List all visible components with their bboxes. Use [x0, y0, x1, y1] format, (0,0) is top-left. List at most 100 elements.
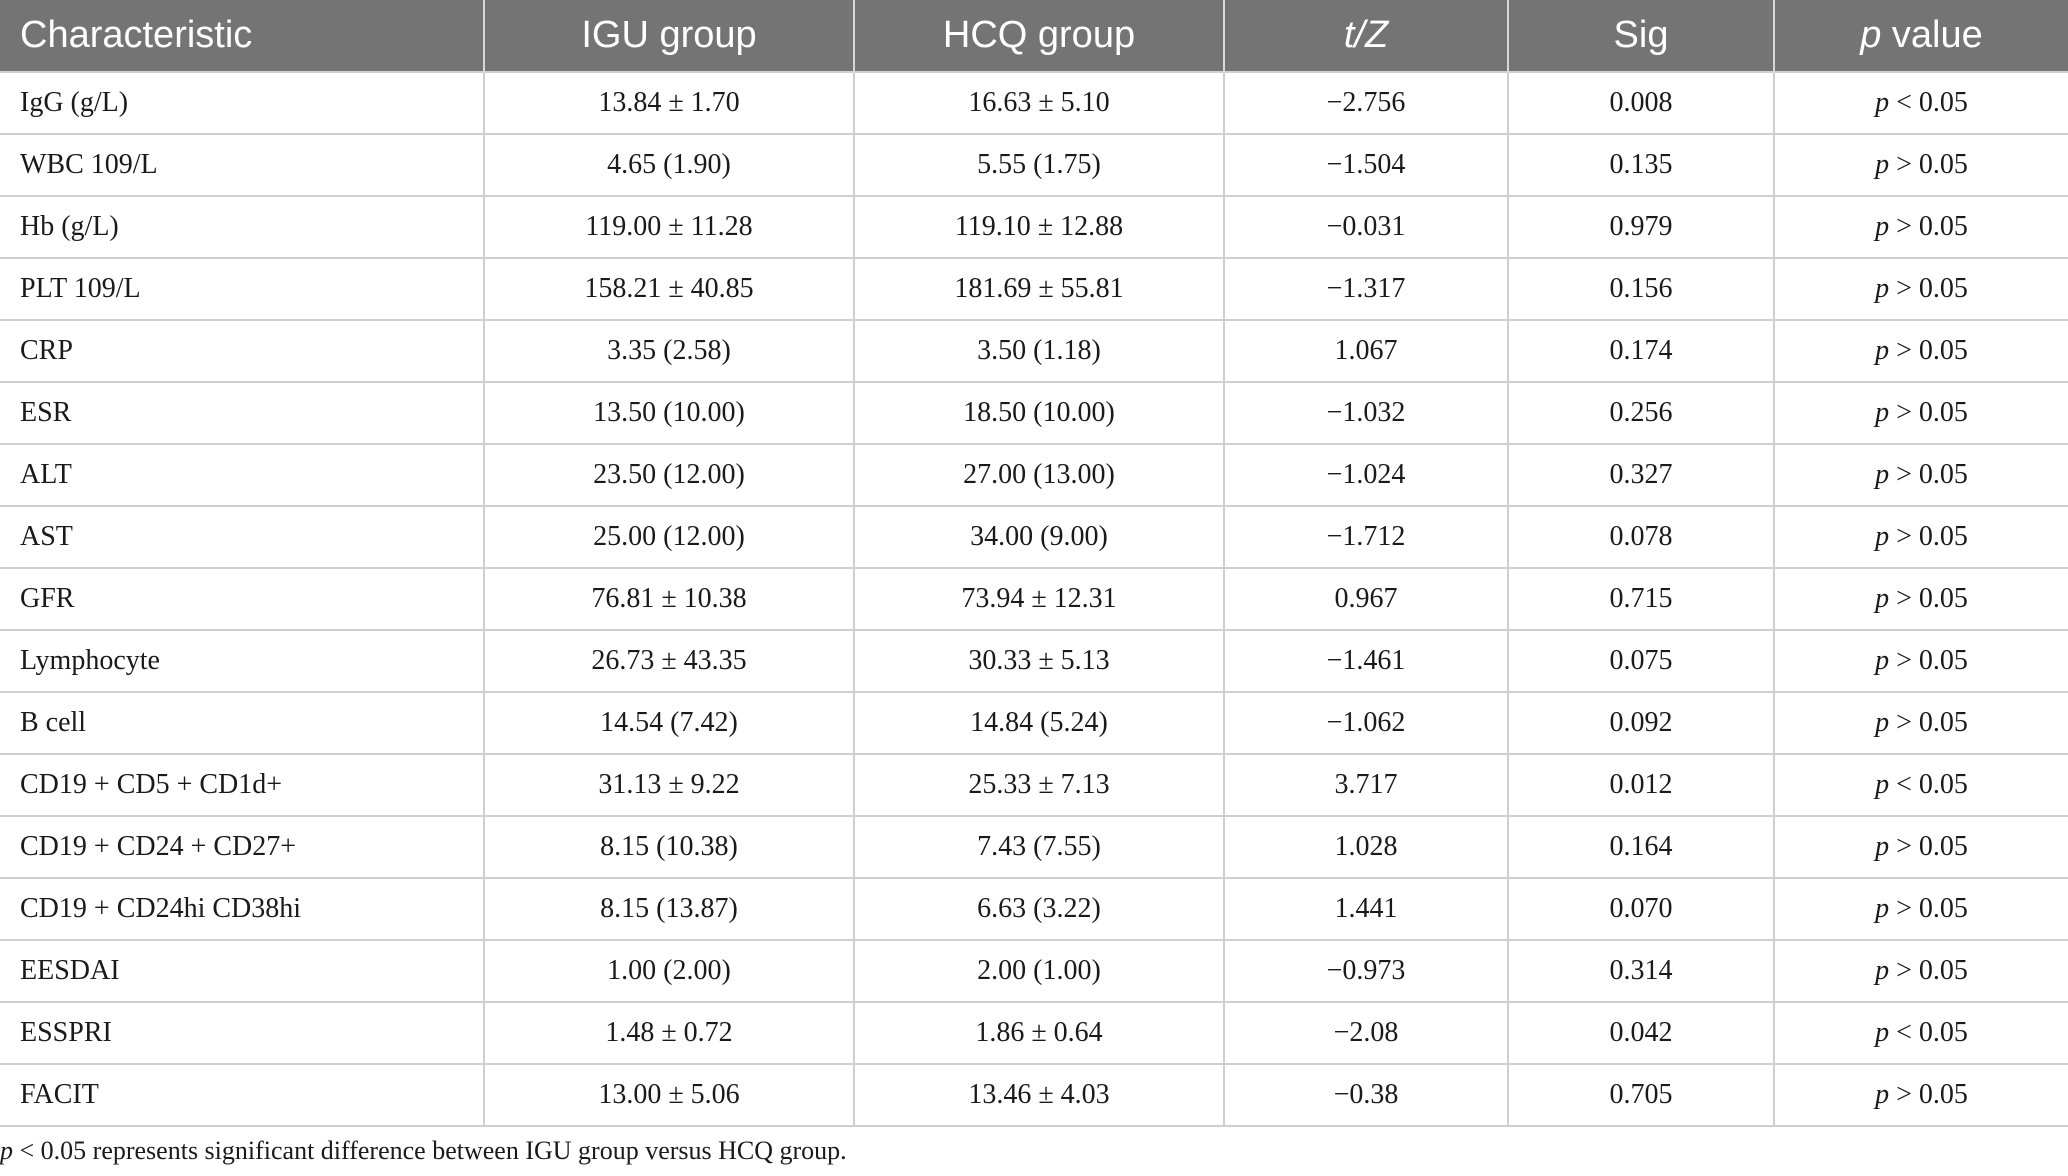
cell-characteristic: ESSPRI: [0, 1001, 485, 1064]
table-row: IgG (g/L) 13.84 ± 1.70 16.63 ± 5.10 −2.756 0…: [0, 71, 2068, 134]
cell-sig: 0.715: [1508, 567, 1775, 630]
p-rest: > 0.05: [1889, 1079, 1968, 1110]
header-p-rest: value: [1881, 14, 1983, 56]
cell-igu-group: 26.73 ± 43.35: [484, 629, 855, 692]
header-sig: Sig: [1508, 0, 1775, 72]
p-rest: > 0.05: [1889, 955, 1968, 986]
table-footnote: p < 0.05 represents significant differen…: [0, 1136, 847, 1166]
footnote-p-var: p: [0, 1136, 13, 1165]
p-rest: > 0.05: [1889, 273, 1968, 304]
cell-characteristic: CD19 + CD24hi CD38hi: [0, 877, 485, 940]
cell-igu-group: 13.84 ± 1.70: [484, 71, 855, 134]
cell-t-z: −2.756: [1224, 71, 1509, 134]
p-rest: > 0.05: [1889, 335, 1968, 366]
cell-hcq-group: 2.00 (1.00): [854, 939, 1225, 1002]
cell-p-value: p > 0.05: [1774, 505, 2068, 568]
p-rest: < 0.05: [1889, 769, 1968, 800]
header-igu-group: IGU group: [484, 0, 855, 72]
cell-t-z: 0.967: [1224, 567, 1509, 630]
cell-characteristic: Lymphocyte: [0, 629, 485, 692]
footnote-text: < 0.05 represents significant difference…: [13, 1136, 847, 1165]
p-var: p: [1875, 211, 1890, 242]
p-var: p: [1875, 397, 1890, 428]
p-var: p: [1875, 955, 1890, 986]
table-row: CRP 3.35 (2.58) 3.50 (1.18) 1.067 0.174 p > 0…: [0, 319, 2068, 382]
cell-hcq-group: 34.00 (9.00): [854, 505, 1225, 568]
cell-characteristic: WBC 109/L: [0, 133, 485, 196]
cell-igu-group: 14.54 (7.42): [484, 691, 855, 754]
cell-p-value: p > 0.05: [1774, 319, 2068, 382]
cell-characteristic: FACIT: [0, 1063, 485, 1127]
cell-igu-group: 8.15 (10.38): [484, 815, 855, 878]
p-var: p: [1875, 645, 1890, 676]
header-t-z-label: t/Z: [1343, 14, 1389, 56]
cell-characteristic: CRP: [0, 319, 485, 382]
cell-sig: 0.075: [1508, 629, 1775, 692]
p-var: p: [1875, 459, 1890, 490]
cell-p-value: p > 0.05: [1774, 195, 2068, 258]
cell-sig: 0.078: [1508, 505, 1775, 568]
p-rest: > 0.05: [1889, 583, 1968, 614]
table-body: IgG (g/L) 13.84 ± 1.70 16.63 ± 5.10 −2.756 0…: [0, 71, 2068, 1127]
cell-characteristic: AST: [0, 505, 485, 568]
cell-t-z: −1.032: [1224, 381, 1509, 444]
cell-hcq-group: 14.84 (5.24): [854, 691, 1225, 754]
cell-sig: 0.705: [1508, 1063, 1775, 1127]
cell-t-z: −1.712: [1224, 505, 1509, 568]
cell-characteristic: EESDAI: [0, 939, 485, 1002]
cell-p-value: p > 0.05: [1774, 815, 2068, 878]
p-var: p: [1875, 769, 1890, 800]
cell-p-value: p < 0.05: [1774, 753, 2068, 816]
table-row: GFR 76.81 ± 10.38 73.94 ± 12.31 0.967 0.715 p…: [0, 567, 2068, 630]
cell-p-value: p > 0.05: [1774, 381, 2068, 444]
cell-hcq-group: 25.33 ± 7.13: [854, 753, 1225, 816]
header-row: Characteristic IGU group HCQ group t/Z S…: [0, 0, 2068, 72]
table-row: ESR 13.50 (10.00) 18.50 (10.00) −1.032 0.256…: [0, 381, 2068, 444]
cell-p-value: p < 0.05: [1774, 1001, 2068, 1064]
cell-t-z: 3.717: [1224, 753, 1509, 816]
cell-t-z: −1.504: [1224, 133, 1509, 196]
p-var: p: [1875, 583, 1890, 614]
p-rest: > 0.05: [1889, 521, 1968, 552]
p-var: p: [1875, 149, 1890, 180]
cell-hcq-group: 181.69 ± 55.81: [854, 257, 1225, 320]
p-rest: > 0.05: [1889, 893, 1968, 924]
p-var: p: [1875, 335, 1890, 366]
p-rest: > 0.05: [1889, 645, 1968, 676]
cell-characteristic: ESR: [0, 381, 485, 444]
table-row: EESDAI 1.00 (2.00) 2.00 (1.00) −0.973 0.314 p…: [0, 939, 2068, 1002]
p-rest: > 0.05: [1889, 149, 1968, 180]
cell-igu-group: 76.81 ± 10.38: [484, 567, 855, 630]
table-row: AST 25.00 (12.00) 34.00 (9.00) −1.712 0.078 p…: [0, 505, 2068, 568]
results-table: Characteristic IGU group HCQ group t/Z S…: [0, 0, 2068, 1127]
cell-sig: 0.979: [1508, 195, 1775, 258]
cell-hcq-group: 119.10 ± 12.88: [854, 195, 1225, 258]
cell-sig: 0.164: [1508, 815, 1775, 878]
cell-sig: 0.314: [1508, 939, 1775, 1002]
table-row: B cell 14.54 (7.42) 14.84 (5.24) −1.062 0.09…: [0, 691, 2068, 754]
cell-igu-group: 158.21 ± 40.85: [484, 257, 855, 320]
header-characteristic: Characteristic: [0, 0, 485, 72]
cell-igu-group: 1.00 (2.00): [484, 939, 855, 1002]
cell-p-value: p > 0.05: [1774, 629, 2068, 692]
cell-hcq-group: 27.00 (13.00): [854, 443, 1225, 506]
p-rest: < 0.05: [1889, 1017, 1968, 1048]
cell-hcq-group: 3.50 (1.18): [854, 319, 1225, 382]
cell-igu-group: 1.48 ± 0.72: [484, 1001, 855, 1064]
cell-p-value: p > 0.05: [1774, 877, 2068, 940]
p-var: p: [1875, 831, 1890, 862]
cell-p-value: p > 0.05: [1774, 691, 2068, 754]
cell-sig: 0.070: [1508, 877, 1775, 940]
cell-sig: 0.092: [1508, 691, 1775, 754]
cell-hcq-group: 16.63 ± 5.10: [854, 71, 1225, 134]
table-row: Lymphocyte 26.73 ± 43.35 30.33 ± 5.13 −1.46…: [0, 629, 2068, 692]
cell-sig: 0.008: [1508, 71, 1775, 134]
cell-igu-group: 119.00 ± 11.28: [484, 195, 855, 258]
cell-hcq-group: 7.43 (7.55): [854, 815, 1225, 878]
cell-igu-group: 13.00 ± 5.06: [484, 1063, 855, 1127]
table-row: CD19 + CD5 + CD1d+ 31.13 ± 9.22 25.33 ± 7.…: [0, 753, 2068, 816]
cell-p-value: p > 0.05: [1774, 1063, 2068, 1127]
table-row: Hb (g/L) 119.00 ± 11.28 119.10 ± 12.88 −0.0…: [0, 195, 2068, 258]
table-row: CD19 + CD24 + CD27+ 8.15 (10.38) 7.43 (7.5…: [0, 815, 2068, 878]
